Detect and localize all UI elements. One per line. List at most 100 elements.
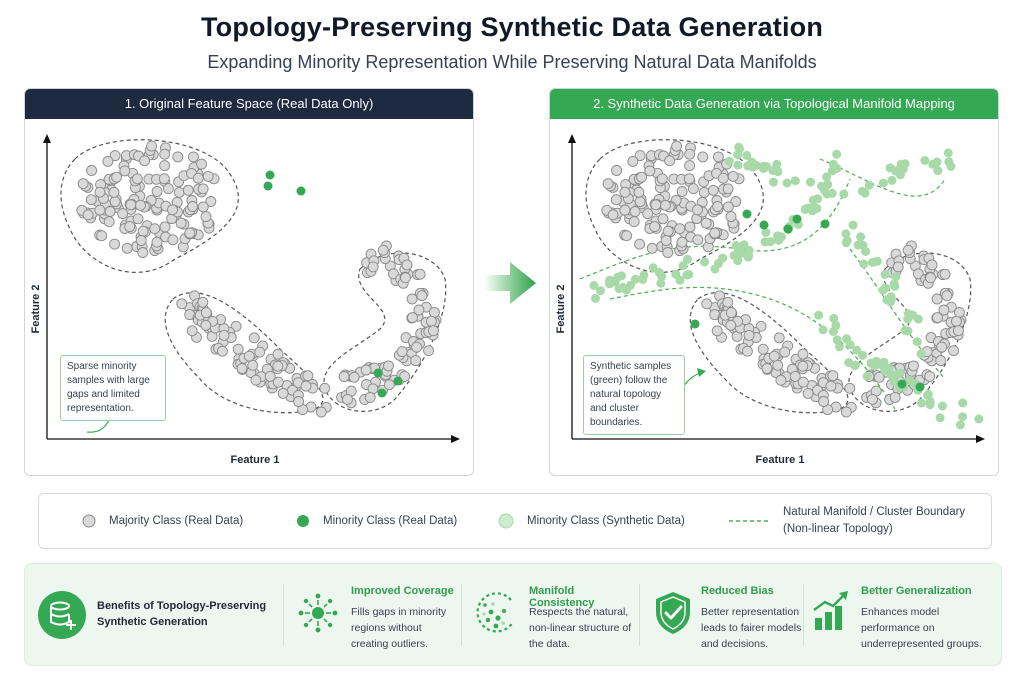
majority-point [840, 406, 852, 418]
majority-point [687, 183, 699, 195]
majority-point [109, 238, 121, 250]
majority-point [236, 363, 248, 374]
benefit-line: Respects the natural, [529, 606, 629, 618]
majority-point [197, 201, 209, 213]
majority-point [802, 387, 814, 399]
majority-point [401, 259, 413, 271]
majority-point [636, 171, 648, 183]
minority-synthetic-point [859, 259, 869, 269]
minority-synthetic-point [858, 350, 868, 360]
cluster-boundary [60, 139, 239, 273]
majority-point [611, 165, 623, 176]
minority-synthetic-point [916, 349, 926, 359]
majority-point [102, 155, 114, 167]
minority-synthetic-point [790, 176, 800, 186]
original-feature-space-panel: 1. Original Feature Space (Real Data Onl… [24, 88, 474, 476]
minority-real-dot-icon [297, 515, 309, 527]
benefit-line: leads to fairer models [701, 622, 802, 634]
majority-point [272, 360, 284, 372]
majority-point [634, 196, 646, 208]
majority-point [619, 204, 631, 216]
minority-synthetic-point [943, 148, 953, 158]
majority-point [717, 172, 729, 184]
majority-point [383, 379, 395, 391]
majority-point [300, 380, 312, 392]
majority-point [167, 234, 179, 246]
minority-real-point [783, 224, 793, 234]
majority-point [121, 242, 133, 254]
page-subtitle: Expanding Minority Representation While … [207, 52, 817, 72]
legend-minority-real-label: Minority Class (Real Data) [323, 514, 458, 527]
minority-synthetic-point [742, 150, 752, 160]
majority-point [779, 346, 791, 358]
majority-point [406, 293, 418, 305]
majority-point [96, 230, 108, 242]
minority-synthetic-point [842, 334, 852, 344]
majority-point [111, 171, 123, 183]
minority-synthetic-point [866, 358, 876, 368]
majority-point [698, 186, 710, 198]
minority-real-point [915, 382, 925, 392]
majority-point [664, 155, 676, 167]
minority-synthetic-point [684, 270, 694, 279]
majority-point [772, 359, 784, 371]
majority-point [427, 325, 439, 337]
manifold-swirl-icon [476, 592, 514, 633]
minority-synthetic-point [935, 413, 945, 423]
majority-point [146, 140, 158, 152]
majority-point [684, 148, 696, 160]
majority-point [410, 355, 422, 367]
majority-point [277, 387, 289, 399]
database-plus-icon [38, 591, 86, 639]
majority-point [159, 160, 171, 172]
majority-point [173, 186, 185, 198]
majority-point [818, 396, 830, 407]
minority-synthetic-point [683, 254, 692, 264]
majority-point [104, 206, 116, 217]
cluster-boundaries [60, 139, 447, 414]
majority-point [634, 238, 646, 250]
minority-synthetic-point [813, 194, 823, 204]
minority-synthetic-point [933, 166, 943, 176]
majority-point [139, 155, 151, 167]
minority-synthetic-point [905, 375, 915, 385]
majority-point [662, 247, 674, 258]
majority-point [131, 173, 143, 185]
minority-real-point [263, 181, 273, 191]
majority-point [649, 221, 661, 233]
majority-point [399, 370, 411, 382]
majority-point [676, 186, 688, 197]
y-axis-arrow-icon [43, 134, 51, 143]
majority-point [889, 391, 901, 403]
minority-synthetic-point [631, 274, 640, 284]
minority-synthetic-point [917, 398, 926, 408]
majority-point [610, 194, 622, 206]
majority-point [196, 158, 208, 170]
majority-point [182, 184, 194, 196]
majority-point [272, 376, 284, 388]
minority-synthetic-point [671, 269, 681, 279]
minority-synthetic-point [852, 345, 862, 355]
minority-synthetic-point [769, 177, 778, 187]
majority-point [683, 173, 695, 185]
transform-arrow-icon [484, 262, 536, 304]
majority-point [725, 319, 737, 331]
benefits-heading-line2: Synthetic Generation [97, 616, 208, 628]
minority-synthetic-point [678, 261, 688, 271]
minority-synthetic-point [829, 313, 839, 323]
majority-point [700, 217, 712, 229]
majority-point [216, 345, 228, 357]
majority-point [137, 225, 149, 237]
majority-point [302, 370, 314, 382]
minority-synthetic-point [895, 368, 905, 378]
minority-synthetic-point [639, 270, 649, 280]
minority-synthetic-point [777, 232, 786, 242]
minority-synthetic-point [889, 377, 899, 387]
divider [461, 584, 462, 646]
minority-synthetic-point [955, 420, 965, 430]
benefits-heading: Benefits of Topology-Preserving Syntheti… [97, 598, 266, 630]
majority-point [197, 296, 209, 308]
minority-synthetic-point [878, 285, 888, 295]
majority-point [912, 268, 924, 280]
majority-point [939, 268, 951, 280]
